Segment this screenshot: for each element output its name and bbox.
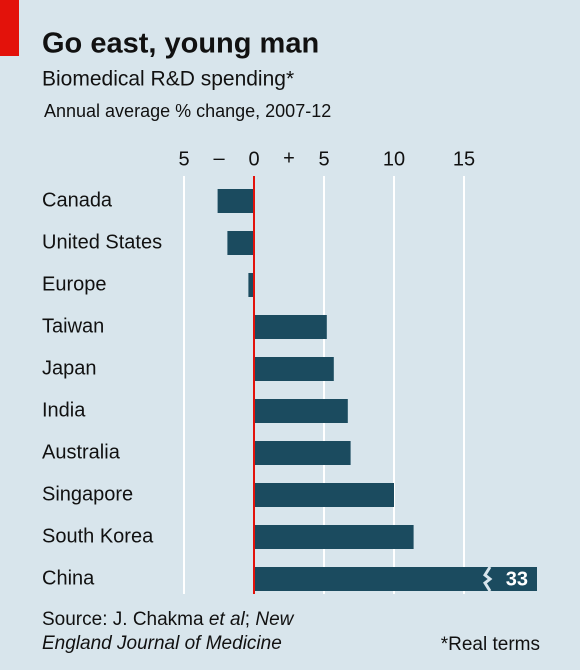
category-label: Singapore xyxy=(42,483,133,505)
chart-title: Go east, young man xyxy=(42,28,319,60)
value-label: 33 xyxy=(506,568,528,590)
bars xyxy=(217,189,537,591)
bar-break xyxy=(483,566,493,592)
x-tick-label: 5 xyxy=(318,148,329,170)
bar xyxy=(254,525,414,549)
bar xyxy=(254,315,327,339)
category-label: Japan xyxy=(42,357,97,379)
bar xyxy=(217,189,254,213)
red-tab xyxy=(0,0,19,56)
sign-label: – xyxy=(213,147,225,169)
bar xyxy=(254,441,351,465)
chart-subtitle: Biomedical R&D spending* xyxy=(42,68,294,91)
source-prefix: Source: J. Chakma xyxy=(42,609,204,630)
sign-label: + xyxy=(283,147,295,169)
bar xyxy=(254,567,537,591)
source-journal: New England Journal of Medicine xyxy=(42,609,294,654)
x-tick-label: 5 xyxy=(178,148,189,170)
x-tick-label: 0 xyxy=(248,148,259,170)
footnote: *Real terms xyxy=(441,634,540,655)
axis-label: Annual average % change, 2007-12 xyxy=(44,101,331,121)
source-sep: ; xyxy=(244,609,251,630)
category-label: Australia xyxy=(42,441,121,463)
source: Source: J. Chakma et al; New England Jou… xyxy=(42,608,302,656)
bar xyxy=(227,231,254,255)
category-label: Canada xyxy=(42,189,113,211)
bar xyxy=(254,399,348,423)
category-label: Europe xyxy=(42,273,107,295)
x-tick-label: 15 xyxy=(453,148,475,170)
bar xyxy=(254,357,334,381)
category-label: South Korea xyxy=(42,525,154,547)
x-tick-label: 10 xyxy=(383,148,405,170)
source-authors: et al xyxy=(208,609,245,630)
category-label: Taiwan xyxy=(42,315,104,337)
category-label: China xyxy=(42,567,95,589)
category-label: United States xyxy=(42,231,162,253)
bar xyxy=(254,483,394,507)
category-label: India xyxy=(42,399,86,421)
bar xyxy=(248,273,254,297)
